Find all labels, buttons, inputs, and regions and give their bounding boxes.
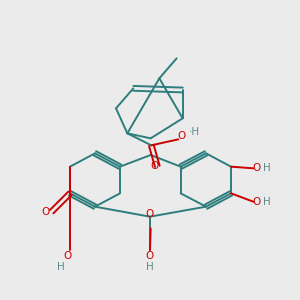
Text: O: O [41,207,50,217]
Text: O: O [146,251,154,261]
Text: O: O [252,197,260,207]
Text: O: O [146,209,154,219]
Text: O: O [252,163,260,173]
Text: H: H [146,262,154,272]
Text: O: O [150,161,158,171]
Text: H: H [263,163,271,173]
Text: O: O [177,131,185,141]
Text: H: H [263,197,271,207]
Text: H: H [57,262,65,272]
Text: ·H: ·H [189,127,200,137]
Text: O: O [63,251,71,261]
